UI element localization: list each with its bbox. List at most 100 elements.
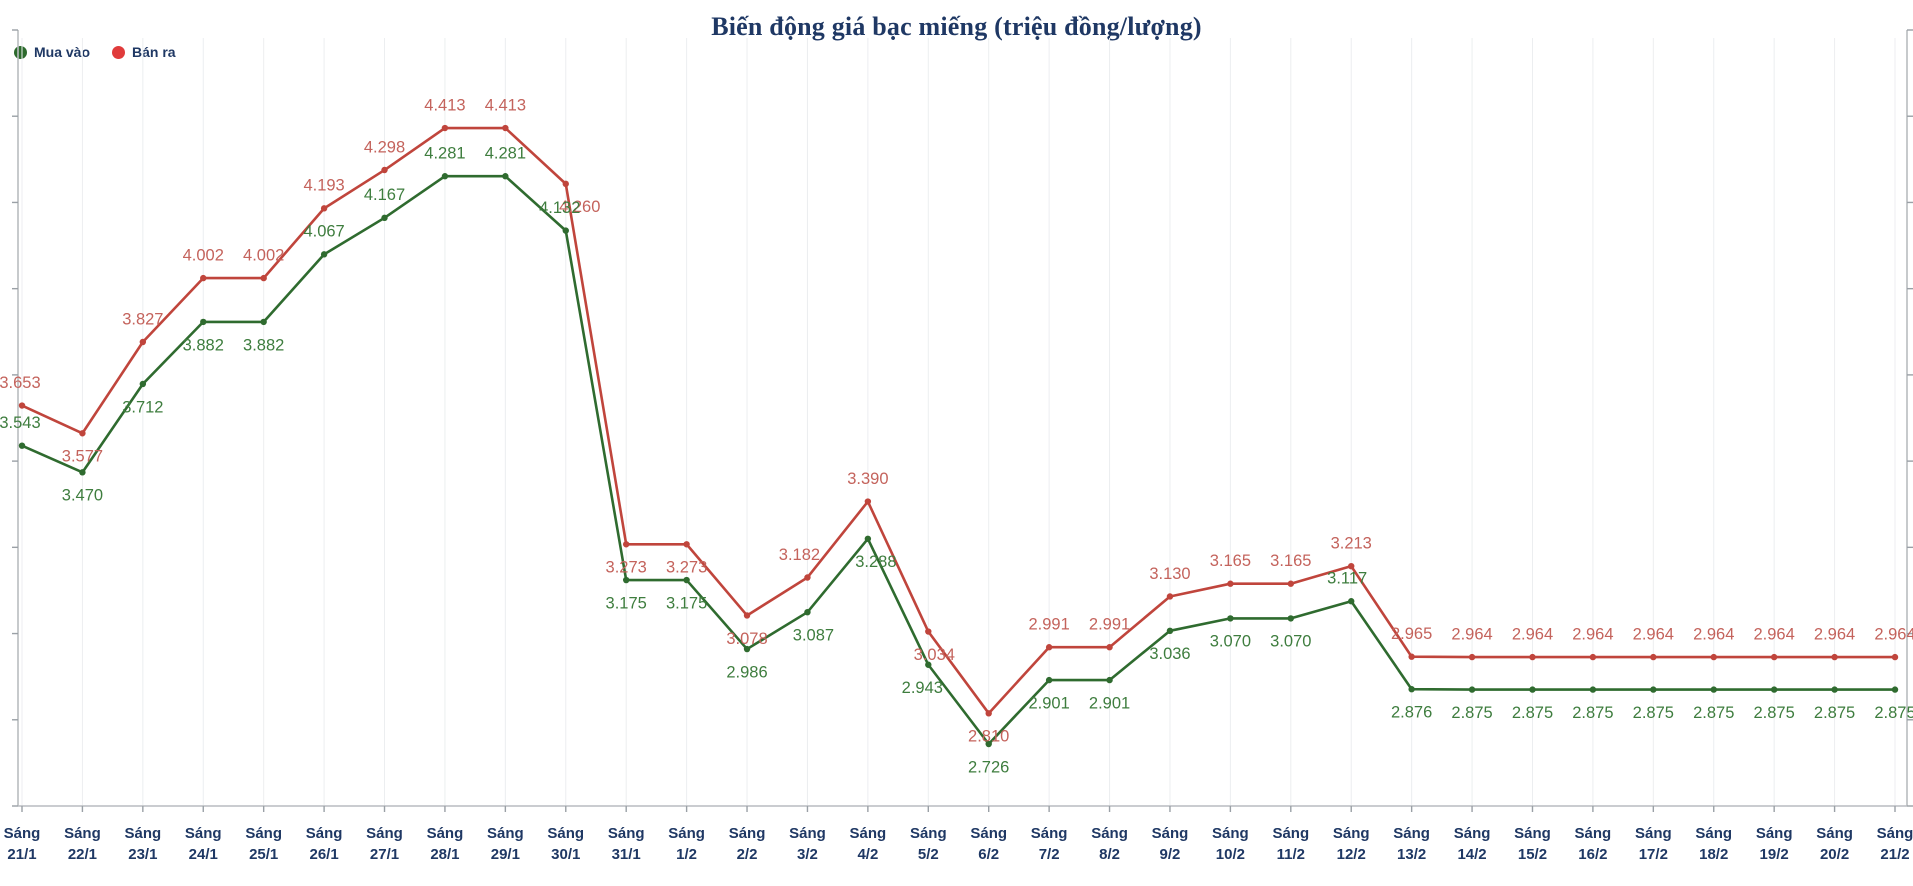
data-point[interactable] (1106, 676, 1113, 684)
gridlines (21, 38, 1896, 806)
x-tick-label: Sáng 17/2 (1635, 825, 1672, 863)
data-point[interactable] (1408, 686, 1415, 693)
data-point[interactable] (1287, 615, 1295, 622)
data-point[interactable] (18, 402, 26, 409)
data-point[interactable] (1529, 686, 1536, 693)
data-label: 4.193 (303, 177, 344, 195)
data-point[interactable] (1348, 598, 1355, 605)
data-point[interactable] (1166, 593, 1174, 600)
data-point[interactable] (925, 661, 932, 668)
legend-label-mua-vao: Mua vào (34, 44, 91, 60)
data-point[interactable] (1408, 653, 1415, 660)
x-tick-label: Sáng 14/2 (1454, 825, 1491, 863)
data-point[interactable] (1166, 627, 1174, 635)
data-point[interactable] (1045, 644, 1053, 651)
data-point[interactable] (864, 535, 872, 542)
data-point[interactable] (743, 645, 751, 653)
data-point[interactable] (1891, 686, 1899, 693)
x-tick-label: Sáng 2/2 (729, 825, 766, 863)
data-point[interactable] (1468, 653, 1476, 661)
data-point[interactable] (381, 166, 388, 174)
data-point[interactable] (139, 338, 147, 346)
data-point[interactable] (1770, 686, 1778, 693)
data-point[interactable] (1831, 686, 1838, 693)
data-point[interactable] (320, 251, 328, 258)
x-tick-label: Sáng 8/2 (1091, 825, 1128, 863)
data-point[interactable] (1287, 580, 1295, 587)
data-point[interactable] (260, 274, 267, 282)
data-point[interactable] (1348, 562, 1355, 570)
data-point[interactable] (139, 380, 147, 388)
x-tick-label: Sáng 7/2 (1031, 825, 1068, 863)
data-label: 2.875 (1814, 704, 1855, 722)
data-label: 2.943 (902, 679, 943, 697)
data-point[interactable] (1468, 686, 1476, 693)
x-tick-label: Sáng 31/1 (608, 825, 645, 863)
data-point[interactable] (683, 541, 690, 548)
data-point[interactable] (1891, 653, 1899, 661)
data-point[interactable] (502, 124, 509, 132)
x-tick-label: Sáng 21/1 (4, 825, 41, 863)
data-point[interactable] (320, 205, 328, 212)
data-label: 2.875 (1633, 704, 1674, 722)
data-point[interactable] (562, 227, 569, 234)
data-point[interactable] (985, 740, 992, 748)
data-point[interactable] (441, 173, 449, 180)
x-tick-label: Sáng 12/2 (1333, 825, 1370, 863)
data-point[interactable] (622, 576, 630, 584)
data-point[interactable] (622, 541, 630, 548)
data-label: 3.117 (1327, 570, 1367, 588)
series-line-mua-vao (20, 174, 1897, 746)
data-point[interactable] (1650, 653, 1657, 661)
x-tick-label: Sáng 6/2 (970, 825, 1007, 863)
data-label: 2.875 (1512, 704, 1553, 722)
data-point[interactable] (381, 214, 388, 222)
data-point[interactable] (441, 124, 449, 132)
data-label: 2.876 (1391, 704, 1432, 722)
series-polyline (20, 174, 1897, 746)
data-point[interactable] (1589, 653, 1597, 661)
data-point[interactable] (804, 574, 811, 581)
x-tick-label: Sáng 19/2 (1756, 825, 1793, 863)
data-label: 4.067 (303, 223, 344, 241)
x-tick-label: Sáng 9/2 (1152, 825, 1189, 863)
data-point[interactable] (1529, 653, 1536, 661)
data-label: 3.288 (855, 553, 896, 571)
data-point[interactable] (562, 180, 569, 188)
data-label: 2.991 (1028, 616, 1069, 634)
data-point[interactable] (200, 274, 207, 282)
data-point[interactable] (200, 318, 207, 326)
data-point[interactable] (1650, 686, 1657, 693)
data-point[interactable] (18, 442, 26, 449)
series-points-mua-vao[interactable] (18, 173, 1899, 748)
data-point[interactable] (925, 628, 932, 635)
data-label: 2.964 (1814, 625, 1855, 643)
data-point[interactable] (1045, 676, 1053, 684)
data-label: 3.827 (122, 310, 163, 328)
data-point[interactable] (985, 710, 992, 717)
data-point[interactable] (804, 608, 811, 616)
data-point[interactable] (1589, 686, 1597, 693)
data-point[interactable] (864, 498, 872, 505)
data-label: 4.298 (364, 138, 405, 156)
data-point[interactable] (1106, 644, 1113, 651)
data-point[interactable] (1227, 615, 1234, 622)
data-point[interactable] (1831, 653, 1838, 661)
data-point[interactable] (1710, 686, 1717, 693)
data-point[interactable] (1227, 580, 1234, 587)
x-tick-label: Sáng 10/2 (1212, 825, 1249, 863)
x-tick-label: Sáng 26/1 (306, 825, 343, 863)
series-points-ban-ra[interactable] (18, 124, 1899, 717)
data-label: 3.175 (606, 594, 647, 612)
data-point[interactable] (260, 318, 267, 326)
x-tick-label: Sáng 27/1 (366, 825, 403, 863)
data-point[interactable] (502, 173, 509, 180)
data-label: 2.726 (968, 758, 1009, 776)
x-tick-label: Sáng 1/2 (668, 825, 705, 863)
data-point[interactable] (1710, 653, 1717, 661)
data-point[interactable] (1770, 653, 1778, 661)
data-point[interactable] (79, 430, 86, 437)
data-point[interactable] (683, 576, 690, 584)
data-point[interactable] (743, 612, 751, 619)
data-point[interactable] (79, 469, 86, 476)
